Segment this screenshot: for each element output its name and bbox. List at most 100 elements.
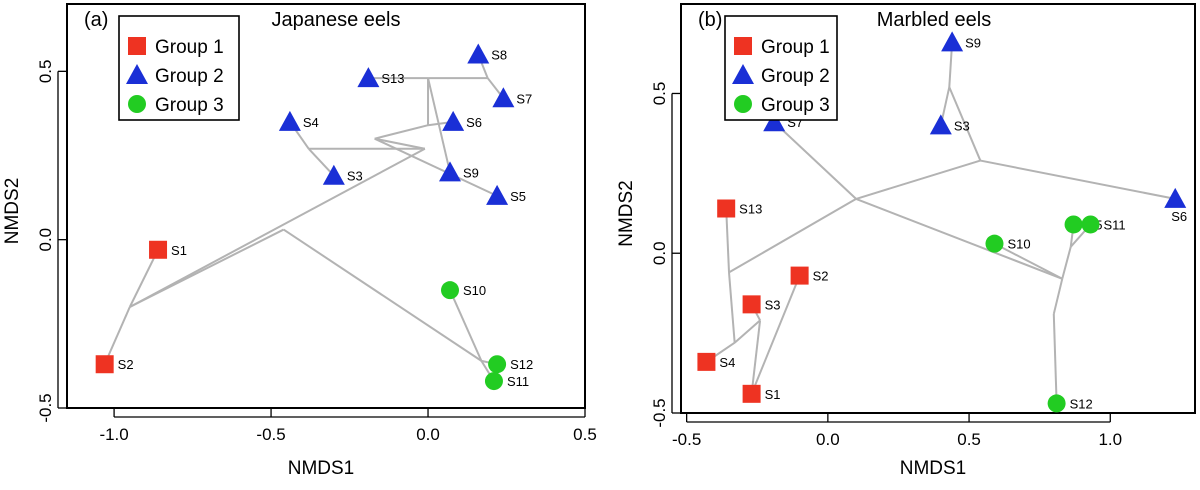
point-label: S8 <box>491 48 507 63</box>
tree-edge <box>1052 313 1058 404</box>
point-s8 <box>467 43 490 64</box>
point-s5 <box>486 184 509 205</box>
panel-a: -1.0 -0.5 0.0 0.5 -0.5 0.0 0.5 NMDS1 NMDS2 (a) Jap… <box>2 3 597 479</box>
x-tick-label: -0.5 <box>256 425 285 444</box>
point-label: S11 <box>1104 217 1126 232</box>
point-s1 <box>149 240 168 259</box>
plot-frame <box>680 3 1196 414</box>
series-group-3: S10 S11 S12 <box>441 281 533 391</box>
y-axis-label: NMDS2 <box>2 178 23 245</box>
x-tick-label: -0.5 <box>672 430 701 449</box>
y-axis-label: NMDS2 <box>616 180 637 247</box>
tree-edge <box>129 147 426 308</box>
point-label: S6 <box>466 115 482 130</box>
point-s10 <box>985 234 1004 253</box>
point-label: S12 <box>510 357 533 372</box>
tree-edge <box>728 272 736 343</box>
point-label: S9 <box>463 165 479 180</box>
point-label: S3 <box>954 118 970 133</box>
point-s6 <box>1164 187 1187 208</box>
tree-edge <box>948 86 982 161</box>
tree-edge <box>994 242 1063 280</box>
tree-edge <box>374 124 429 140</box>
tree-edge <box>733 319 761 344</box>
panel-label: (b) <box>698 9 722 31</box>
x-tick-label: 0.0 <box>416 425 440 444</box>
y-tick-label: 0.5 <box>36 60 55 84</box>
legend-marker-group-1 <box>128 37 146 55</box>
point-s3 <box>322 164 345 185</box>
x-tick-label: 0.0 <box>816 430 840 449</box>
point-s10 <box>441 281 460 300</box>
point-s4 <box>697 352 716 371</box>
tree-edge <box>283 228 482 362</box>
x-tick-label: -1.0 <box>99 425 128 444</box>
x-tick-label: 0.5 <box>957 430 981 449</box>
legend-label: Group 3 <box>155 95 224 116</box>
tree-edge <box>103 306 131 365</box>
point-label: S2 <box>813 269 829 284</box>
point-label: S1 <box>171 243 187 258</box>
tree-edge <box>1061 246 1072 280</box>
point-s6 <box>442 110 465 131</box>
y-tick-label: -0.5 <box>36 393 55 422</box>
point-s11 <box>484 372 503 391</box>
point-s7 <box>492 87 515 108</box>
series-group-2: S3 S4 S5 S6 S7 S8 S9 S13 <box>278 43 532 205</box>
tree-edge <box>129 228 285 308</box>
panel-title: Japanese eels <box>272 9 401 31</box>
point-s9 <box>439 161 462 182</box>
tree-edge <box>728 198 857 274</box>
panel-b: -0.5 0.0 0.5 1.0 -0.5 0.0 0.5 NMDS1 NMDS2 (b) Marb… <box>616 3 1196 479</box>
point-s12 <box>488 355 507 374</box>
tree-edge <box>374 137 498 197</box>
point-s4 <box>278 110 301 131</box>
legend-marker-group-3 <box>128 95 146 113</box>
legend-label: Group 2 <box>155 66 224 87</box>
tree-edge <box>855 197 1063 280</box>
legend: Group 1 Group 2 Group 3 <box>118 15 240 121</box>
tree-edge <box>980 159 1176 200</box>
tree-edge <box>750 320 762 394</box>
point-s2 <box>790 266 809 285</box>
point-s13 <box>717 199 736 218</box>
legend-marker-group-1 <box>734 37 752 55</box>
point-s3 <box>929 114 952 135</box>
plot-frame <box>66 3 586 409</box>
legend-label: Group 3 <box>761 95 830 116</box>
point-label: S3 <box>347 169 363 184</box>
y-tick-label: -0.5 <box>650 398 669 427</box>
point-label: S10 <box>463 283 486 298</box>
point-label: S7 <box>516 91 532 106</box>
point-s7 <box>763 111 786 132</box>
point-label: S4 <box>719 355 735 370</box>
tree-edge <box>128 249 159 308</box>
x-tick-label: 1.0 <box>1098 430 1122 449</box>
series-group-3: S5S10S11S12 <box>985 215 1126 413</box>
spanning-tree <box>103 54 505 382</box>
legend-marker-group-2 <box>732 64 754 84</box>
tree-edge <box>855 159 981 200</box>
tree-edge <box>1052 278 1064 315</box>
x-tick-label: 0.5 <box>573 425 597 444</box>
point-s2 <box>95 355 114 374</box>
point-label: S10 <box>1007 237 1030 252</box>
tree-edge <box>725 208 731 273</box>
tree-edge <box>308 148 335 177</box>
point-label: S13 <box>381 71 404 86</box>
y-tick-label: 0.0 <box>650 241 669 265</box>
tree-edge <box>750 275 801 395</box>
point-label: S5 <box>510 189 526 204</box>
point-s13 <box>357 67 380 88</box>
legend: Group 1 Group 2 Group 3 <box>724 15 838 121</box>
point-label: S12 <box>1070 396 1093 411</box>
point-s1 <box>742 384 761 403</box>
point-s12 <box>1047 394 1066 413</box>
series-group-1: S1 S2 <box>95 240 187 374</box>
point-label: S1 <box>765 387 781 402</box>
legend-label: Group 1 <box>761 37 830 58</box>
point-label: S11 <box>507 374 529 389</box>
point-s9 <box>941 31 964 52</box>
